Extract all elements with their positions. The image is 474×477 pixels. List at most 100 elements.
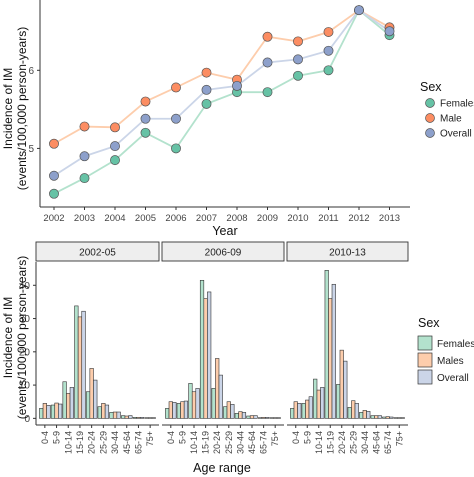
bar-males xyxy=(339,349,344,419)
bar-males xyxy=(180,401,185,419)
x-tick-label: 10-14 xyxy=(314,431,324,454)
bar-males xyxy=(54,402,59,419)
bar-females xyxy=(269,417,274,419)
bar-females xyxy=(74,305,79,419)
x-tick-label: 5-9 xyxy=(52,431,62,444)
bar-females xyxy=(62,381,67,419)
bar-females xyxy=(359,412,364,419)
x-tick-label: 2010 xyxy=(287,213,308,224)
bar-males xyxy=(293,401,298,419)
x-tick-label: 15-19 xyxy=(201,431,211,454)
legend-marker xyxy=(425,98,435,108)
bar-females xyxy=(257,417,263,419)
bar-females xyxy=(50,404,56,419)
legend-title: Sex xyxy=(420,80,442,94)
y-axis-label-line: Incidence of IM xyxy=(1,68,15,149)
x-tick-label: 45-64 xyxy=(371,431,381,454)
bar-overall xyxy=(151,417,156,419)
x-tick-label: 25-29 xyxy=(224,431,234,454)
data-point-females xyxy=(201,98,212,109)
facet-strip-label: 2006-09 xyxy=(205,248,242,259)
facet-2010-13: 2010-13 0-4 5-9 10-14 15-19 20-24 25-29 30-44 45… xyxy=(286,241,409,454)
data-point-overall xyxy=(49,170,59,181)
y-tick-label: 10 xyxy=(19,381,31,392)
bar-males xyxy=(261,417,266,419)
bar-overall xyxy=(81,310,86,419)
legend-marker xyxy=(425,128,435,138)
y-tick-label: 30 xyxy=(19,314,31,325)
y-axis-label: Incidence of IM(events/100,000 person-ye… xyxy=(1,256,29,419)
bar-overall xyxy=(297,403,302,419)
data-point-male xyxy=(79,121,90,132)
bar-males xyxy=(385,416,390,419)
data-point-females xyxy=(262,87,273,98)
bar-males xyxy=(316,389,321,419)
bar-overall xyxy=(104,404,110,419)
y-tick-label: 6 xyxy=(28,66,34,77)
bar-females xyxy=(199,279,205,419)
x-tick-label: 2012 xyxy=(348,213,369,224)
bar-females xyxy=(39,408,44,419)
y-axis-label: Incidence of IM(events/100,000 person-ye… xyxy=(1,27,29,190)
x-tick-label: 45-64 xyxy=(122,431,132,454)
x-tick-label: 75+ xyxy=(394,431,404,446)
bar-females xyxy=(144,417,149,419)
bar-females xyxy=(347,407,352,419)
data-point-females xyxy=(49,188,59,199)
data-point-male xyxy=(262,31,273,42)
x-tick-label: 25-29 xyxy=(98,431,108,454)
bar-overall xyxy=(331,283,336,419)
x-tick-label: 2007 xyxy=(196,213,217,224)
bar-males xyxy=(374,415,379,419)
bar-overall xyxy=(195,388,200,419)
x-axis-label: Age range xyxy=(193,461,251,475)
x-tick-label: 20-24 xyxy=(337,431,347,454)
bar-overall xyxy=(366,411,371,419)
y-tick-label: 0 xyxy=(24,414,30,425)
bar-overall xyxy=(377,415,382,419)
facet-2002-05: 2002-05 0-4 5-9 10-14 15-19 20-24 25-29 30-44 45… xyxy=(35,241,160,454)
bar-males xyxy=(215,358,220,419)
data-point-overall xyxy=(171,113,181,124)
data-point-male xyxy=(201,67,212,78)
x-tick-label: 75+ xyxy=(270,431,280,446)
x-tick-label: 15-19 xyxy=(75,431,85,454)
data-point-male xyxy=(110,122,120,133)
bar-overall xyxy=(354,403,359,419)
facet-strip-label: 2010-13 xyxy=(329,248,366,259)
facet-strip xyxy=(35,241,160,262)
x-tick-label: 30-44 xyxy=(110,431,120,454)
bar-overall xyxy=(241,412,247,419)
data-point-overall xyxy=(110,141,120,152)
legend-marker xyxy=(425,113,435,123)
x-tick-label: 10-14 xyxy=(189,431,199,454)
x-tick-label: 30-44 xyxy=(360,431,370,454)
bar-males xyxy=(124,415,129,419)
legend-label: Male xyxy=(440,114,462,125)
y-axis-label-line: (events/100,000 person-years) xyxy=(15,256,29,419)
bar-males xyxy=(191,391,197,419)
bar-overall xyxy=(183,400,189,419)
bar-males xyxy=(66,393,71,419)
x-tick-label: 0-4 xyxy=(166,431,176,444)
bar-males xyxy=(101,403,106,419)
bar-females xyxy=(370,415,375,419)
bar-overall xyxy=(139,417,145,419)
bar-females xyxy=(188,383,193,419)
bar-males xyxy=(273,417,278,419)
bar-overall xyxy=(93,379,98,419)
bar-males xyxy=(89,368,94,419)
data-point-females xyxy=(110,155,120,166)
data-point-overall xyxy=(232,80,242,91)
x-tick-label: 2005 xyxy=(135,213,156,224)
bar-overall xyxy=(128,415,133,419)
facet-strip-label: 2002-05 xyxy=(79,248,116,259)
x-tick-label: 2009 xyxy=(257,213,278,224)
bar-females xyxy=(97,406,102,419)
x-tick-label: 5-9 xyxy=(177,431,187,444)
x-tick-label: 45-64 xyxy=(247,431,257,454)
line-chart: 5 6 2002 2003 2004 2005 2006 2007 2008 2009 2010 20… xyxy=(1,0,474,238)
facet-strip xyxy=(161,241,285,262)
x-tick-label: 10-14 xyxy=(63,431,73,454)
